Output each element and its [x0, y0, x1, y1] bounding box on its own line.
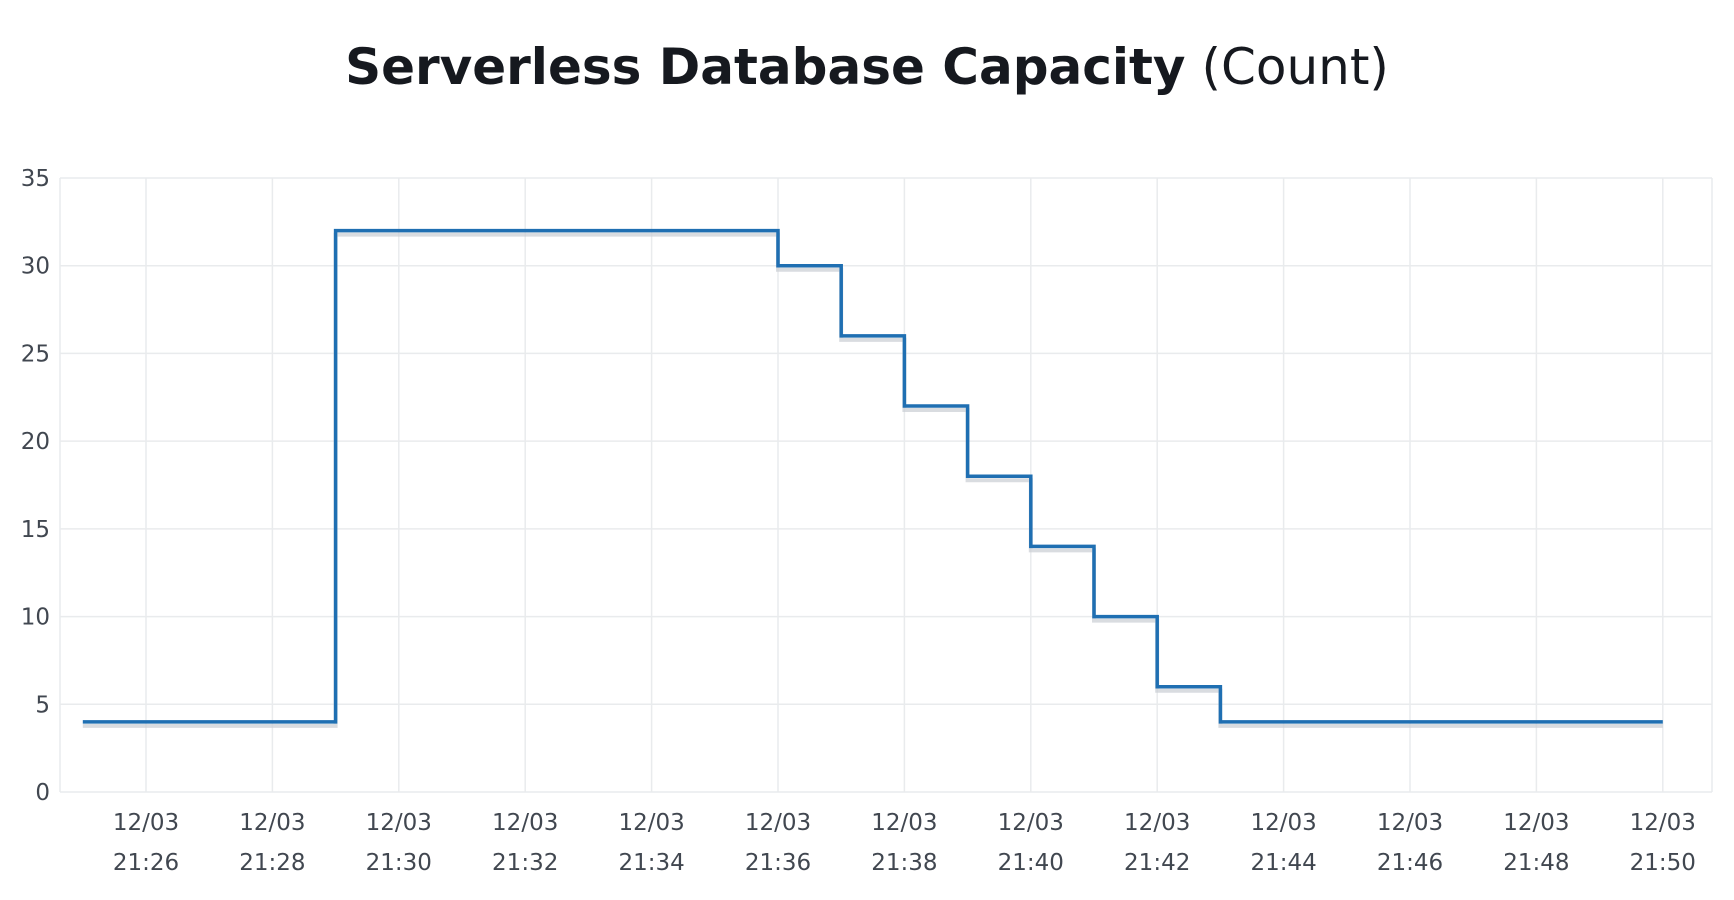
y-tick-label: 5 [35, 692, 50, 718]
x-tick-time-label: 21:32 [492, 850, 558, 876]
x-tick-date-label: 12/03 [1250, 810, 1316, 836]
y-tick-label: 15 [21, 517, 50, 543]
x-tick-date-label: 12/03 [618, 810, 684, 836]
y-tick-label: 0 [35, 780, 50, 806]
y-tick-label: 25 [21, 341, 50, 367]
x-tick-date-label: 12/03 [366, 810, 432, 836]
chart-title-text: Serverless Database Capacity [345, 38, 1186, 96]
x-tick-date-label: 12/03 [1503, 810, 1569, 836]
x-tick-date-label: 12/03 [492, 810, 558, 836]
series-shadow [82, 232, 1663, 728]
x-tick-date-label: 12/03 [998, 810, 1064, 836]
x-tick-time-label: 21:50 [1630, 850, 1696, 876]
series-line [82, 228, 1663, 724]
y-tick-label: 35 [21, 166, 50, 192]
x-tick-time-label: 21:30 [366, 850, 432, 876]
chart-title-unit: (Count) [1201, 38, 1389, 96]
x-tick-date-label: 12/03 [871, 810, 937, 836]
x-tick-time-label: 21:44 [1250, 850, 1316, 876]
x-tick-time-label: 21:42 [1124, 850, 1190, 876]
y-tick-label: 20 [21, 429, 50, 455]
x-tick-date-label: 12/03 [745, 810, 811, 836]
x-tick-date-label: 12/03 [1124, 810, 1190, 836]
x-tick-date-label: 12/03 [1377, 810, 1443, 836]
x-tick-time-label: 21:34 [618, 850, 684, 876]
x-tick-time-label: 21:46 [1377, 850, 1443, 876]
x-tick-time-label: 21:28 [239, 850, 305, 876]
x-tick-time-label: 21:40 [998, 850, 1064, 876]
y-tick-label: 10 [21, 605, 50, 631]
y-tick-label: 30 [21, 254, 50, 280]
x-tick-time-label: 21:48 [1503, 850, 1569, 876]
x-tick-date-label: 12/03 [1630, 810, 1696, 836]
x-tick-date-label: 12/03 [239, 810, 305, 836]
x-tick-time-label: 21:26 [113, 850, 179, 876]
x-tick-time-label: 21:38 [871, 850, 937, 876]
x-tick-date-label: 12/03 [113, 810, 179, 836]
chart-title: Serverless Database Capacity (Count) [0, 38, 1734, 96]
x-tick-time-label: 21:36 [745, 850, 811, 876]
